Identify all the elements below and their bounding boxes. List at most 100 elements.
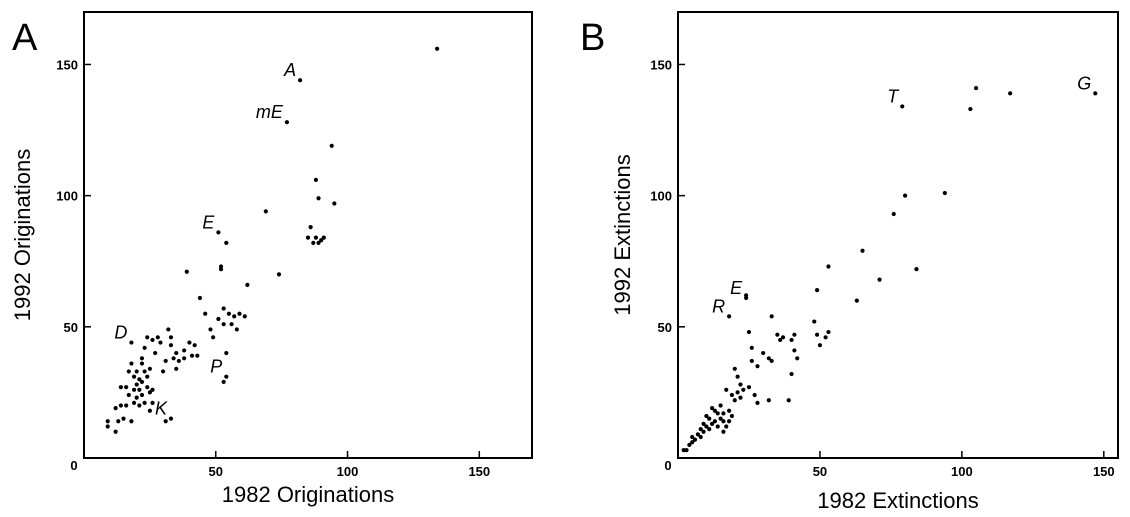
data-point [729, 392, 735, 398]
data-point [826, 329, 831, 335]
y-tick-label: 150 [56, 57, 78, 72]
data-point [139, 379, 145, 385]
data-point [724, 387, 729, 392]
data-point [216, 316, 221, 322]
data-point [789, 371, 794, 377]
data-point [145, 385, 150, 390]
data-point [709, 421, 715, 426]
data-point [118, 403, 123, 408]
y-tick-label: 150 [650, 57, 672, 72]
data-point [124, 385, 129, 390]
data-point [319, 238, 324, 243]
data-point [707, 427, 712, 432]
data-point [197, 295, 203, 301]
data-point [126, 392, 131, 398]
data-point [211, 335, 216, 340]
x-tick-label: 150 [1093, 464, 1115, 479]
data-point [237, 311, 242, 316]
data-point [118, 385, 123, 390]
data-point [174, 366, 179, 371]
y-axis-label: 1992 Extinctions [610, 154, 635, 315]
data-point [769, 358, 774, 364]
data-point [142, 369, 147, 374]
data-point [189, 353, 195, 358]
data-point [208, 327, 213, 332]
data-point [263, 209, 268, 214]
plot-frame [677, 11, 1119, 459]
data-point [721, 411, 726, 416]
data-point [221, 322, 226, 327]
data-point [176, 358, 181, 364]
data-point [242, 314, 247, 319]
data-point [786, 398, 791, 403]
data-point [184, 269, 189, 274]
data-point [780, 335, 786, 340]
x-axis-label: 1982 Originations [222, 482, 394, 507]
data-point [812, 319, 817, 324]
data-point [749, 345, 754, 350]
data-point [134, 369, 139, 374]
data-point [129, 419, 134, 424]
data-point [134, 382, 139, 387]
data-point [155, 335, 160, 340]
data-point [224, 350, 229, 356]
data-point [695, 432, 700, 437]
data-point [826, 264, 831, 269]
data-point [795, 356, 800, 361]
data-point [153, 350, 158, 356]
data-point [744, 295, 749, 301]
data-point [766, 398, 771, 403]
panel-letter: A [12, 17, 38, 59]
point-annotation: D [114, 323, 127, 343]
data-point [232, 314, 237, 319]
data-point [168, 416, 174, 421]
data-point [766, 356, 771, 361]
point-annotation: G [1077, 73, 1091, 93]
data-point [817, 343, 823, 348]
data-point [814, 332, 820, 337]
panel-a: A 50 100 150 50 100 150 0 AmE E D P K 1982 Origina… [10, 11, 533, 507]
panel-b: B 50 100 150 50 100 150 0 T G RE 1982 Extinction… [580, 11, 1119, 513]
data-point [755, 364, 760, 369]
data-point [701, 429, 706, 434]
data-point [166, 327, 171, 332]
data-point [113, 406, 118, 411]
point-annotation: E [202, 212, 215, 232]
data-point [187, 340, 192, 345]
data-point [1008, 91, 1013, 96]
data-point [721, 429, 726, 434]
data-point [435, 46, 440, 51]
data-point [124, 403, 129, 408]
data-point [139, 361, 145, 366]
data-point [218, 264, 224, 269]
data-point [738, 395, 743, 400]
data-point [129, 340, 134, 345]
data-point [182, 356, 187, 361]
data-point [792, 348, 797, 353]
data-point [729, 413, 735, 419]
point-annotation: R [712, 296, 725, 316]
data-point [131, 387, 137, 392]
data-point [712, 408, 718, 413]
data-point [316, 240, 321, 245]
data-point [158, 340, 163, 345]
data-point [741, 387, 746, 392]
data-point [704, 424, 709, 429]
data-point [732, 398, 737, 403]
data-point [726, 419, 732, 424]
y-tick-label: 100 [56, 189, 78, 204]
data-point [726, 408, 732, 413]
data-point [160, 369, 166, 374]
data-point [192, 343, 197, 348]
data-point [704, 413, 709, 419]
x-tick-label: 50 [209, 464, 223, 479]
data-point [147, 366, 152, 371]
data-point [778, 337, 783, 343]
point-annotation: A [283, 60, 296, 80]
data-point [234, 327, 239, 332]
data-point [229, 322, 234, 327]
data-point [718, 403, 723, 408]
data-point [718, 416, 723, 421]
data-point [735, 374, 740, 379]
y-tick-label: 50 [64, 320, 78, 335]
